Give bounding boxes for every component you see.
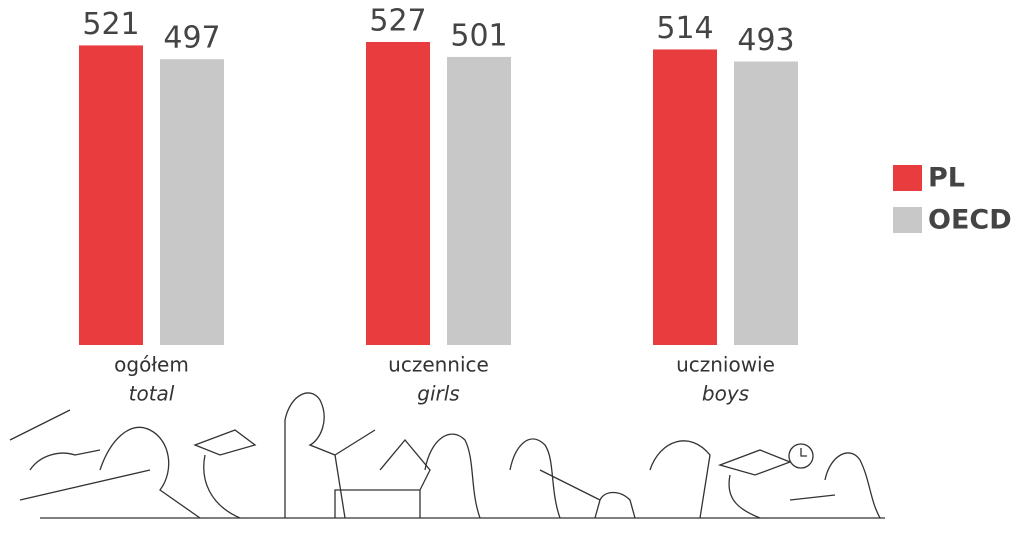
category-label: uczennice: [388, 353, 489, 377]
value-label: 493: [737, 23, 794, 58]
category-label-en: total: [129, 382, 175, 406]
legend-label: PL: [928, 163, 965, 194]
legend-swatch: [893, 207, 922, 233]
legend-swatch: [893, 165, 922, 191]
category-label-en: girls: [417, 382, 459, 406]
bar: [366, 41, 430, 345]
value-label: 527: [369, 3, 426, 38]
value-label: 501: [450, 18, 507, 53]
value-label: 521: [82, 7, 139, 42]
value-label: 514: [656, 11, 713, 46]
decoration-silhouettes: [9, 392, 885, 519]
bar: [653, 49, 717, 345]
category-label-en: boys: [702, 382, 749, 406]
bar: [734, 61, 798, 346]
category-label: ogółem: [114, 353, 189, 377]
value-label: 497: [163, 21, 220, 56]
category-label: uczniowie: [676, 353, 775, 377]
bar: [447, 56, 511, 346]
bar: [79, 45, 143, 346]
bar: [160, 59, 224, 345]
legend-label: OECD: [928, 205, 1011, 236]
